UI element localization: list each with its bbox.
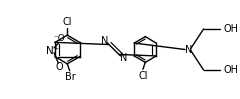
Text: N: N [101, 36, 108, 46]
Text: OH: OH [224, 24, 239, 34]
Text: N: N [185, 44, 192, 55]
Text: Br: Br [66, 72, 76, 82]
Text: O: O [56, 62, 63, 72]
Text: N: N [120, 53, 127, 63]
Text: N⁺: N⁺ [46, 46, 59, 56]
Text: OH: OH [224, 65, 239, 75]
Text: ⁻O: ⁻O [54, 34, 65, 43]
Text: Cl: Cl [138, 71, 148, 81]
Text: Cl: Cl [63, 17, 72, 27]
